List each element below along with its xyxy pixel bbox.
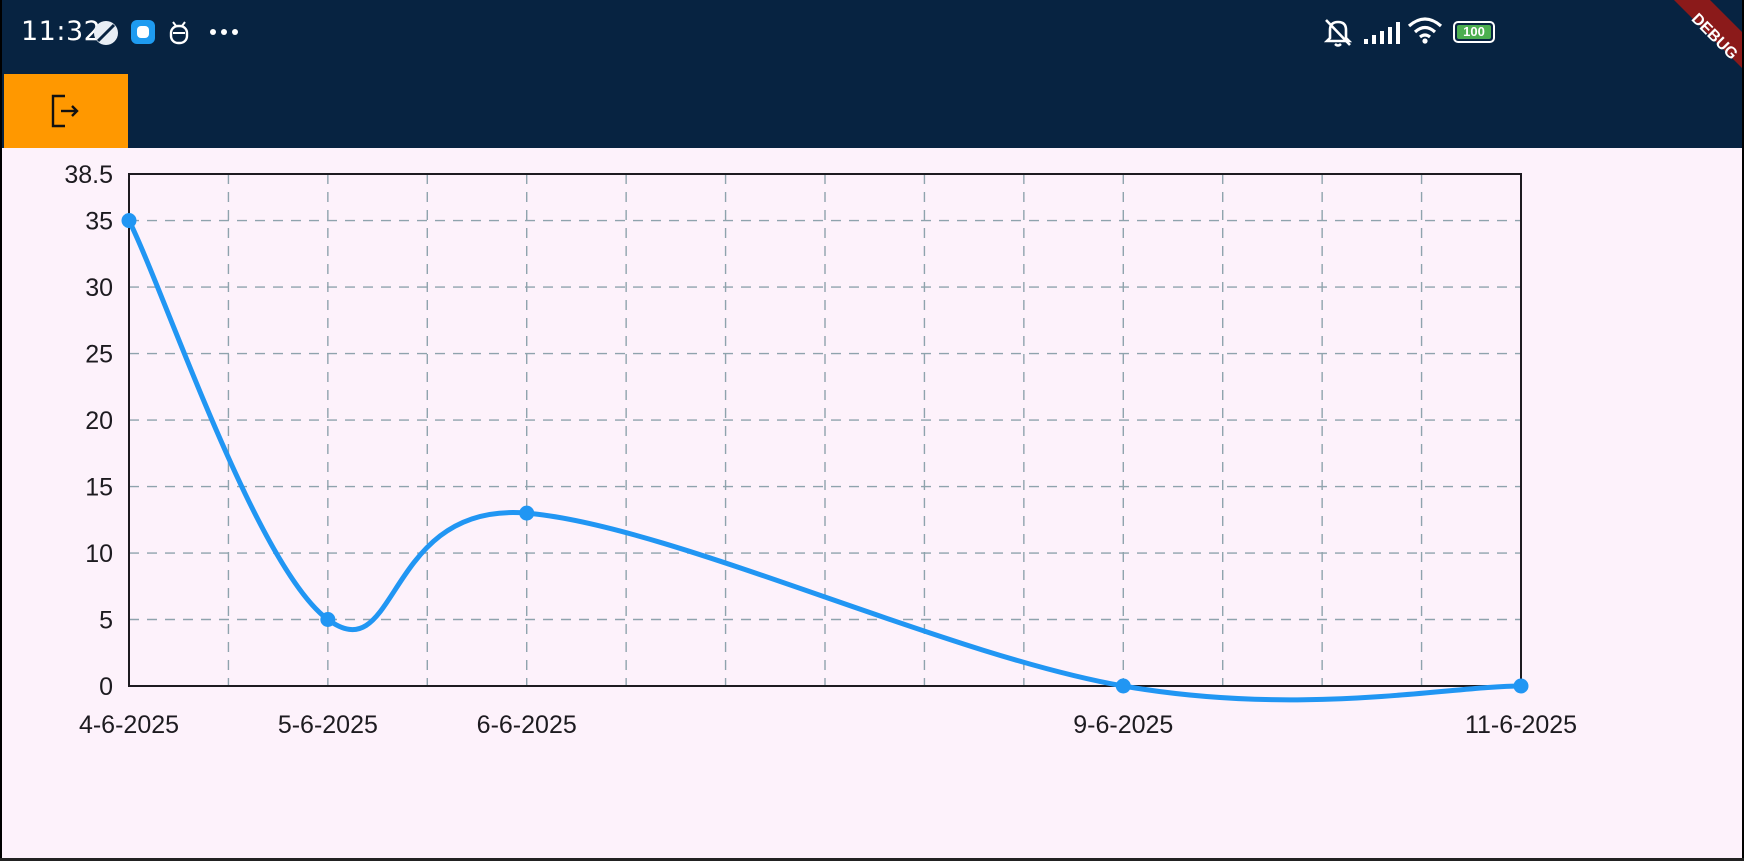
data-point bbox=[121, 213, 137, 229]
x-tick-label: 9-6-2025 bbox=[1073, 711, 1173, 739]
data-point bbox=[1115, 678, 1131, 694]
y-tick-label: 35 bbox=[85, 208, 113, 236]
chart-area: 0 5 10 15 20 25 30 35 38.5 4-6-2025 5-6-2025 6-6-20… bbox=[2, 148, 1742, 861]
more-dots-icon bbox=[210, 29, 238, 35]
data-point bbox=[320, 612, 336, 628]
y-tick-label: 30 bbox=[85, 274, 113, 302]
mute-icon bbox=[1323, 19, 1353, 47]
y-tick-label: 15 bbox=[85, 474, 113, 502]
y-tick-label: 10 bbox=[85, 540, 113, 568]
battery-icon: 100 bbox=[1453, 21, 1495, 43]
x-tick-label: 4-6-2025 bbox=[79, 711, 179, 739]
data-point bbox=[519, 505, 535, 521]
bottom-edge bbox=[0, 858, 1744, 861]
battery-level: 100 bbox=[1463, 24, 1485, 39]
signal-icon bbox=[1364, 22, 1400, 44]
plot-border bbox=[128, 173, 1522, 687]
y-tick-label: 0 bbox=[99, 673, 113, 701]
x-tick-label: 6-6-2025 bbox=[477, 711, 577, 739]
y-tick-label: 5 bbox=[99, 607, 113, 635]
line-chart: 0 5 10 15 20 25 30 35 38.5 4-6-2025 5-6-2025 6-6-20… bbox=[64, 161, 1577, 739]
y-tick-label: 20 bbox=[85, 407, 113, 435]
logout-icon bbox=[51, 94, 79, 128]
series-line bbox=[126, 218, 1524, 703]
app-bar bbox=[2, 74, 1742, 148]
logout-button[interactable] bbox=[4, 74, 128, 148]
data-point bbox=[1513, 678, 1529, 694]
app-bubble-icon bbox=[131, 20, 155, 44]
y-tick-label: 38.5 bbox=[64, 161, 113, 189]
status-bar: 11:32 bbox=[2, 0, 1742, 74]
wifi-icon bbox=[1407, 17, 1443, 44]
x-tick-label: 5-6-2025 bbox=[278, 711, 378, 739]
y-tick-label: 25 bbox=[85, 341, 113, 369]
compass-icon bbox=[94, 21, 118, 45]
status-time: 11:32 bbox=[21, 16, 102, 47]
bug-robot-icon bbox=[169, 21, 189, 45]
x-tick-label: 11-6-2025 bbox=[1465, 711, 1577, 739]
